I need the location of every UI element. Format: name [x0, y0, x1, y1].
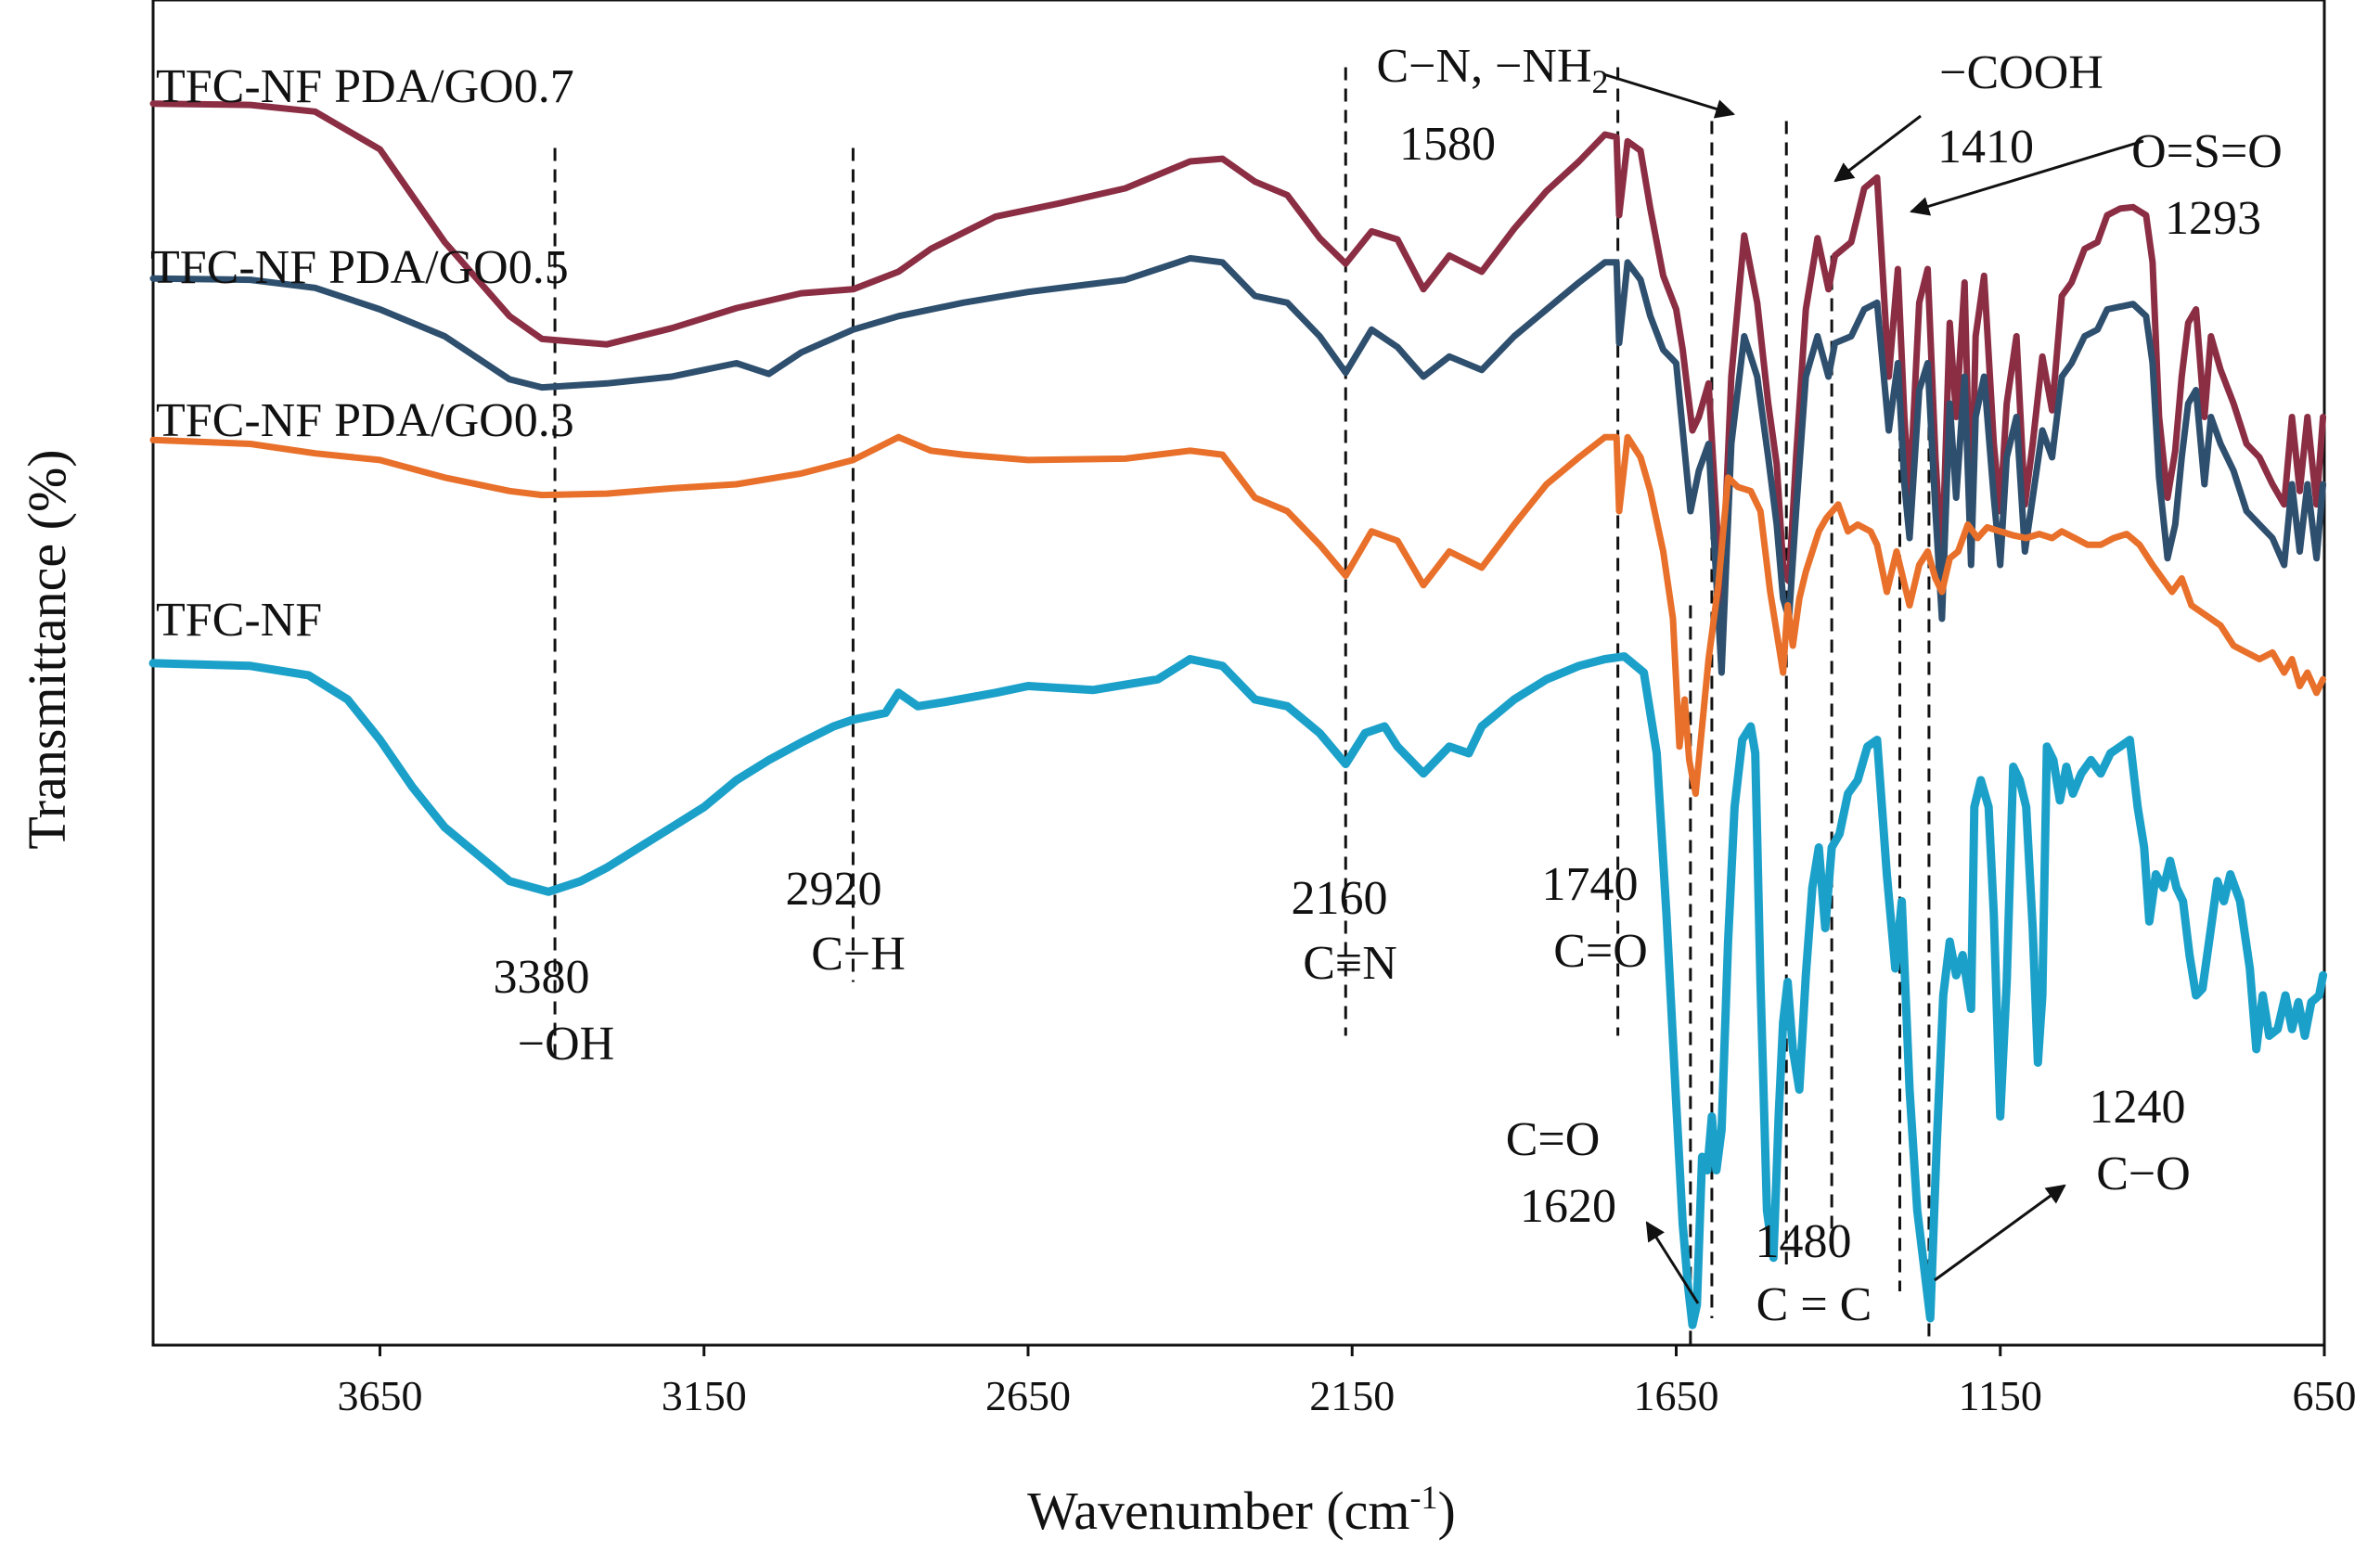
plot-frame: [151, 0, 2326, 1347]
spectrum-line: [149, 433, 2327, 797]
spectrum-line: [149, 254, 2327, 676]
annot-1293-number: 1293: [2165, 192, 2261, 245]
arrow-1410: [1833, 114, 1922, 183]
reference-lines: [553, 67, 1931, 1345]
x-tick-label: 3150: [662, 1372, 747, 1419]
x-tick-label: 650: [2293, 1372, 2357, 1419]
annot-1620-number: 1620: [1520, 1180, 1616, 1233]
series-label-go07: TFC-NF PDA/GO0.7: [156, 60, 574, 113]
annot-2160-group: C≡N: [1303, 937, 1397, 990]
arrow-1293: [1909, 139, 2144, 216]
x-tick-label: 1650: [1633, 1372, 1718, 1419]
annot-1240: 1240 C−O: [2090, 1081, 2198, 1200]
annot-1620-group: C=O: [1506, 1113, 1601, 1166]
annot-1480: 1480 C = C: [1756, 1215, 1872, 1331]
annot-1410-group: −COOH: [1939, 46, 2103, 99]
annot-2920-group: C−H: [811, 928, 906, 981]
arrow-1580: [1602, 72, 1736, 119]
annot-3380-number: 3380: [494, 951, 590, 1004]
annot-1240-number: 1240: [2090, 1081, 2186, 1134]
annot-1480-group: C = C: [1756, 1278, 1872, 1331]
annot-1580-sub: 2: [1592, 63, 1609, 100]
x-tick-label: 2650: [985, 1372, 1071, 1419]
annot-1620: C=O 1620: [1506, 1113, 1616, 1233]
annot-2920: 2920 C−H: [786, 863, 906, 981]
annot-2160-number: 2160: [1292, 872, 1388, 925]
annot-1580-group: C−N, −NH2: [1377, 40, 1609, 100]
annot-1740: 1740 C=O: [1542, 858, 1651, 978]
annot-3380-group: −OH: [518, 1018, 614, 1071]
x-axis-title-sup: -1: [1410, 1479, 1438, 1516]
x-tick-labels: 3650 3150 2650 2150 1650 1150 650: [337, 1345, 2357, 1419]
spectrum-line: [148, 652, 2328, 1329]
arrow-1240: [1934, 1184, 2066, 1282]
x-tick-label: 1150: [1959, 1372, 2042, 1419]
x-axis-title-end: ): [1438, 1481, 1456, 1541]
x-tick-label: 2150: [1309, 1372, 1395, 1419]
annot-2160: 2160 C≡N: [1292, 872, 1400, 990]
x-tick-label: 3650: [337, 1372, 422, 1419]
annot-1480-number: 1480: [1756, 1215, 1852, 1268]
annot-1410: −COOH 1410: [1937, 46, 2116, 173]
annot-1293-group: O=S=O: [2131, 125, 2283, 178]
arrow-1620: [1645, 1221, 1700, 1304]
annot-1740-number: 1740: [1542, 858, 1639, 911]
annot-2920-number: 2920: [786, 863, 882, 916]
series-label-tfc-nf: TFC-NF: [156, 594, 322, 647]
spectrum-line: [149, 100, 2327, 609]
series-label-go05: TFC-NF PDA/GO0.5: [150, 241, 569, 294]
annot-1580: C−N, −NH2 1580: [1377, 40, 1621, 171]
y-axis-title: Transmittance (%): [17, 449, 77, 849]
x-axis-title-base: Wavenumber (cm: [1027, 1481, 1409, 1541]
annot-1410-number: 1410: [1937, 121, 2034, 173]
annot-3380: 3380 −OH: [494, 951, 615, 1071]
annot-1740-group: C=O: [1553, 925, 1648, 978]
spectra: [148, 100, 2328, 1329]
annot-1240-group: C−O: [2096, 1148, 2191, 1200]
annot-1580-number: 1580: [1399, 118, 1496, 171]
annot-1293: O=S=O 1293: [2131, 125, 2295, 245]
series-label-go03: TFC-NF PDA/GO0.3: [156, 394, 574, 447]
annot-1580-group-text: C−N, −NH: [1377, 40, 1592, 93]
x-axis-title: Wavenumber (cm-1): [1027, 1479, 1456, 1541]
